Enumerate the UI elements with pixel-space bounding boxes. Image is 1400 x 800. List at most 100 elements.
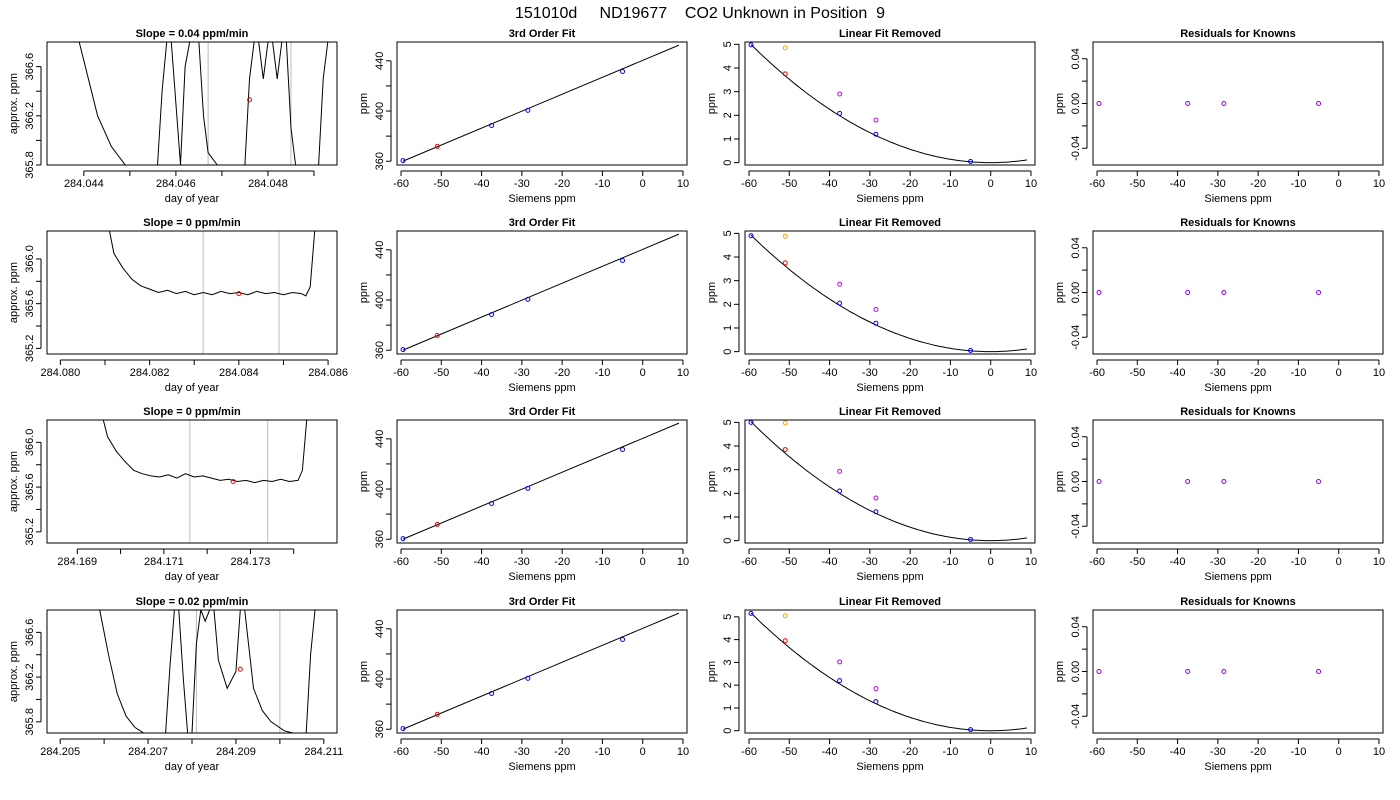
- plot-frame: [1092, 230, 1384, 355]
- data-point: [1185, 669, 1191, 674]
- y-tick-label: 4: [722, 637, 734, 643]
- x-tick-label: 0: [640, 556, 646, 568]
- data-point: [400, 536, 406, 542]
- data-point: [782, 71, 788, 77]
- y-axis-label: approx. ppm: [8, 641, 20, 702]
- plot-data: [400, 233, 680, 353]
- data-point: [748, 610, 754, 616]
- plot-frame: [744, 41, 1036, 166]
- panel-linfit-row2: -60 -50 -40 -30 -20 -10 0 10 0 1 2 3 4 5 Linear Fit Re…: [706, 406, 1037, 583]
- x-tick-label: -10: [942, 367, 958, 379]
- x-tick-label: -30: [1210, 556, 1226, 568]
- data-trace: [99, 610, 316, 733]
- x-tick-label: 0: [1336, 746, 1342, 758]
- panel-fit-row2: -60 -50 -40 -30 -20 -10 0 10 360 400 440 3rd Order …: [358, 406, 689, 583]
- y-tick-label: 0: [722, 160, 734, 166]
- panel-title: Residuals for Knowns: [1180, 217, 1296, 229]
- panel-title: Slope = 0 ppm/min: [143, 217, 241, 229]
- x-tick-label: -10: [1290, 746, 1306, 758]
- x-axis-label: day of year: [165, 571, 220, 583]
- y-tick-label: -0.04: [1070, 325, 1082, 350]
- y-tick-label: 5: [722, 419, 734, 425]
- data-point: [400, 347, 406, 353]
- x-tick-label: 284.173: [231, 556, 271, 568]
- x-tick-label: -10: [942, 178, 958, 190]
- x-tick-label: -40: [1170, 556, 1186, 568]
- y-tick-label: 366.0: [24, 245, 36, 273]
- panel-fit-row0: -60 -50 -40 -30 -20 -10 0 10 360 400 440 3rd Order …: [358, 28, 689, 205]
- x-tick-label: 284.171: [144, 556, 184, 568]
- y-tick-label: 0.04: [1070, 48, 1082, 69]
- x-axis-label: Siemens ppm: [856, 571, 923, 583]
- data-point: [1185, 290, 1191, 295]
- x-tick-label: -30: [1210, 367, 1226, 379]
- x-tick-label: 10: [1025, 556, 1037, 568]
- y-tick-label: 5: [722, 614, 734, 620]
- panel-fit-row1: -60 -50 -40 -30 -20 -10 0 10 360 400 440 3rd Order …: [358, 217, 689, 394]
- x-tick-label: 10: [677, 367, 689, 379]
- x-axis-label: Siemens ppm: [856, 382, 923, 394]
- y-tick-label: 400: [374, 480, 386, 498]
- x-tick-label: -50: [781, 556, 797, 568]
- x-tick-label: -20: [902, 746, 918, 758]
- data-point: [873, 699, 879, 705]
- x-tick-label: 10: [1025, 746, 1037, 758]
- y-tick-label: 440: [374, 52, 386, 70]
- plot-frame: [744, 419, 1036, 544]
- x-tick-label: -10: [942, 746, 958, 758]
- data-point: [400, 158, 406, 164]
- y-tick-label: 365.2: [24, 335, 36, 363]
- y-tick-label: 1: [722, 136, 734, 142]
- y-tick-label: 0.00: [1070, 93, 1082, 114]
- x-tick-label: -60: [741, 367, 757, 379]
- x-tick-label: 0: [640, 178, 646, 190]
- x-tick-label: -40: [822, 178, 838, 190]
- data-point: [968, 536, 974, 542]
- y-axis-label: approx. ppm: [8, 73, 20, 134]
- x-tick-label: 0: [988, 746, 994, 758]
- x-tick-label: 10: [1373, 746, 1385, 758]
- panel-title: Linear Fit Removed: [839, 28, 941, 40]
- y-axis-label: ppm: [706, 471, 718, 492]
- x-axis-label: Siemens ppm: [856, 761, 923, 773]
- y-tick-label: 0.00: [1070, 661, 1082, 682]
- x-tick-label: -30: [862, 556, 878, 568]
- x-tick-label: -20: [1250, 367, 1266, 379]
- y-tick-label: 366.2: [24, 102, 36, 130]
- y-axis-label: approx. ppm: [8, 262, 20, 323]
- plot-data: [400, 44, 680, 164]
- x-tick-label: 0: [988, 367, 994, 379]
- y-axis-label: ppm: [358, 282, 370, 303]
- x-tick-label: 284.211: [304, 746, 343, 758]
- data-point: [434, 143, 440, 149]
- data-point: [782, 45, 788, 51]
- y-tick-label: 1: [722, 325, 734, 331]
- x-tick-label: -10: [594, 367, 610, 379]
- data-trace: [78, 42, 329, 165]
- plot-frame: [744, 609, 1036, 734]
- panel-time-row0: 284.044 284.046 284.048 365.8 366.2 366.6 Slop…: [8, 28, 338, 205]
- y-tick-label: 365.6: [24, 473, 36, 501]
- plot-data: [748, 420, 1027, 542]
- x-axis-label: Siemens ppm: [508, 761, 575, 773]
- x-tick-label: -40: [822, 556, 838, 568]
- data-point: [489, 500, 495, 506]
- plot-frame: [46, 609, 338, 734]
- x-tick-label: 284.086: [308, 367, 348, 379]
- panel-title: Linear Fit Removed: [839, 217, 941, 229]
- x-tick-label: -10: [594, 178, 610, 190]
- plot-frame: [1092, 41, 1384, 166]
- plot-frame: [396, 419, 688, 544]
- y-tick-label: 5: [722, 41, 734, 47]
- data-point: [1221, 101, 1227, 106]
- data-point: [968, 158, 974, 164]
- x-tick-label: 10: [677, 178, 689, 190]
- x-tick-label: -50: [1129, 556, 1145, 568]
- x-tick-label: 0: [1336, 556, 1342, 568]
- y-axis-label: ppm: [1054, 471, 1066, 492]
- data-point: [1316, 290, 1322, 295]
- data-point: [236, 291, 242, 297]
- x-tick-label: -40: [1170, 746, 1186, 758]
- data-point: [620, 636, 626, 642]
